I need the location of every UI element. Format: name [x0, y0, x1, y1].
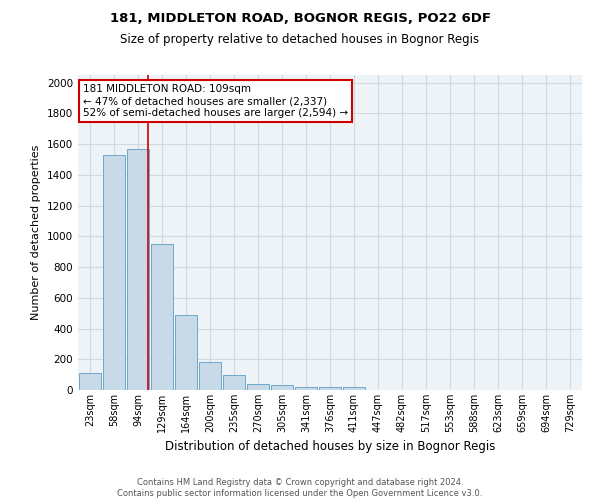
Bar	[151, 244, 173, 390]
X-axis label: Distribution of detached houses by size in Bognor Regis: Distribution of detached houses by size …	[165, 440, 495, 454]
Bar	[103, 155, 125, 390]
Text: 181, MIDDLETON ROAD, BOGNOR REGIS, PO22 6DF: 181, MIDDLETON ROAD, BOGNOR REGIS, PO22 …	[110, 12, 491, 26]
Bar	[199, 362, 221, 390]
Y-axis label: Number of detached properties: Number of detached properties	[31, 145, 41, 320]
Bar	[175, 314, 197, 390]
Bar	[223, 374, 245, 390]
Text: Size of property relative to detached houses in Bognor Regis: Size of property relative to detached ho…	[121, 32, 479, 46]
Text: 181 MIDDLETON ROAD: 109sqm
← 47% of detached houses are smaller (2,337)
52% of s: 181 MIDDLETON ROAD: 109sqm ← 47% of deta…	[83, 84, 348, 117]
Bar	[247, 384, 269, 390]
Bar	[295, 387, 317, 390]
Bar	[319, 387, 341, 390]
Bar	[271, 386, 293, 390]
Text: Contains HM Land Registry data © Crown copyright and database right 2024.
Contai: Contains HM Land Registry data © Crown c…	[118, 478, 482, 498]
Bar	[79, 373, 101, 390]
Bar	[343, 387, 365, 390]
Bar	[127, 149, 149, 390]
